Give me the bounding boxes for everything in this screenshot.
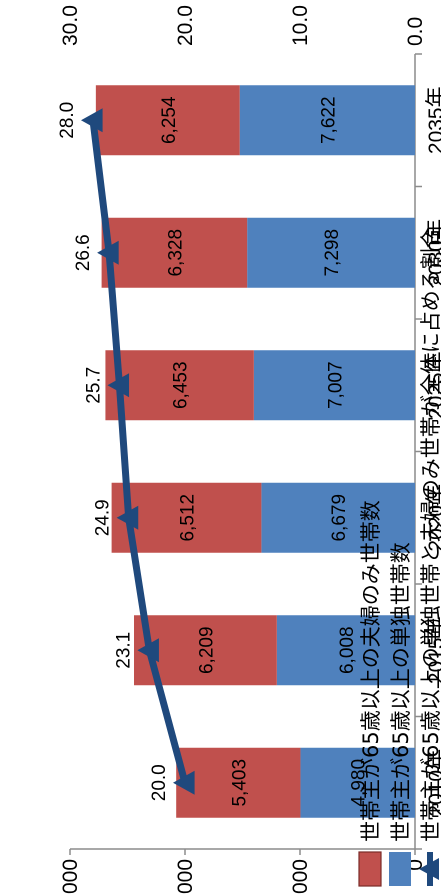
- single-household-value-label: 4,980: [349, 759, 370, 807]
- category-label: 2020年: [425, 484, 441, 552]
- couple-household-value-label: 6,453: [171, 361, 192, 409]
- secondary-tick-label: 30.0: [59, 5, 82, 46]
- ratio-value-label: 20.0: [149, 764, 170, 801]
- ratio-value-label: 23.1: [113, 632, 134, 669]
- category-label: 2035年: [425, 86, 441, 154]
- secondary-tick-label: 0.0: [404, 17, 427, 46]
- single-household-value-label: 7,622: [318, 96, 339, 144]
- secondary-tick-label: 20.0: [174, 5, 197, 46]
- legend-triangle-marker: [419, 858, 439, 880]
- single-household-bar: [276, 615, 416, 686]
- ratio-value-label: 25.7: [83, 367, 104, 404]
- ratio-value-label: 24.9: [93, 499, 114, 536]
- couple-household-value-label: 5,403: [229, 759, 250, 807]
- legend-swatch: [358, 851, 382, 887]
- single-household-bar: [253, 350, 415, 421]
- couple-household-bar: [101, 217, 248, 288]
- ratio-marker: [97, 240, 119, 265]
- single-household-bar: [261, 482, 415, 553]
- legend-swatch: [389, 852, 411, 886]
- single-household-value-label: 6,679: [329, 494, 350, 542]
- ratio-line: [89, 119, 189, 784]
- ratio-marker: [137, 638, 159, 663]
- axes-layer: 2010年 2015年 2020年 2025年 2030年 2035年 0 5,000 10,0…: [59, 5, 441, 894]
- single-household-bar: [247, 217, 415, 288]
- single-household-bar: [300, 747, 415, 818]
- legend: 世帯主が65歳以上の夫婦のみ世帯数 世帯主が65歳以上の単独世帯数 世帯主が65歳以…: [358, 227, 441, 887]
- ratio-line-layer: [81, 108, 195, 795]
- legend-label: 世帯主が65歳以上の単独世帯数: [389, 542, 413, 842]
- couple-household-value-label: 6,254: [159, 96, 180, 144]
- ratio-marker: [173, 770, 195, 795]
- couple-household-bar: [105, 350, 254, 421]
- single-household-value-label: 7,007: [325, 361, 346, 409]
- single-household-value-label: 6,008: [337, 626, 358, 674]
- single-household-value-label: 7,298: [322, 229, 343, 277]
- secondary-tick-label: 10.0: [289, 5, 312, 46]
- couple-household-bar: [95, 85, 240, 156]
- ratio-marker: [116, 505, 139, 530]
- ratio-marker: [81, 108, 103, 133]
- primary-tick-label: 5,000: [289, 859, 312, 894]
- ratio-marker: [107, 373, 130, 398]
- primary-tick-label: 15,000: [59, 859, 82, 894]
- couple-household-bar: [176, 747, 301, 818]
- legend-label: 世帯主が65歳以上の単独世帯と夫婦のみ世帯が全体に占める割合: [419, 227, 441, 842]
- legend-label: 世帯主が65歳以上の夫婦のみ世帯数: [359, 500, 383, 842]
- ratio-value-label: 26.6: [73, 234, 94, 271]
- couple-household-bar: [111, 482, 262, 553]
- couple-household-bar: [134, 615, 277, 686]
- labels-layer: 4,980 5,403 6,008 6,209 6,679 6,512 7,007 6,453…: [57, 96, 370, 806]
- primary-tick-label: 10,000: [174, 859, 197, 894]
- single-household-bar: [239, 85, 415, 156]
- couple-household-value-label: 6,512: [177, 494, 198, 542]
- primary-tick-label: 0: [404, 859, 427, 871]
- category-label: 2010年: [425, 749, 441, 817]
- category-label: 2025年: [425, 351, 441, 419]
- couple-household-value-label: 6,209: [196, 626, 217, 674]
- couple-household-value-label: 6,328: [165, 229, 186, 277]
- ratio-value-label: 28.0: [57, 102, 78, 139]
- category-label: 2030年: [425, 219, 441, 287]
- category-label: 2015年: [425, 616, 441, 684]
- bars-layer: [95, 85, 416, 818]
